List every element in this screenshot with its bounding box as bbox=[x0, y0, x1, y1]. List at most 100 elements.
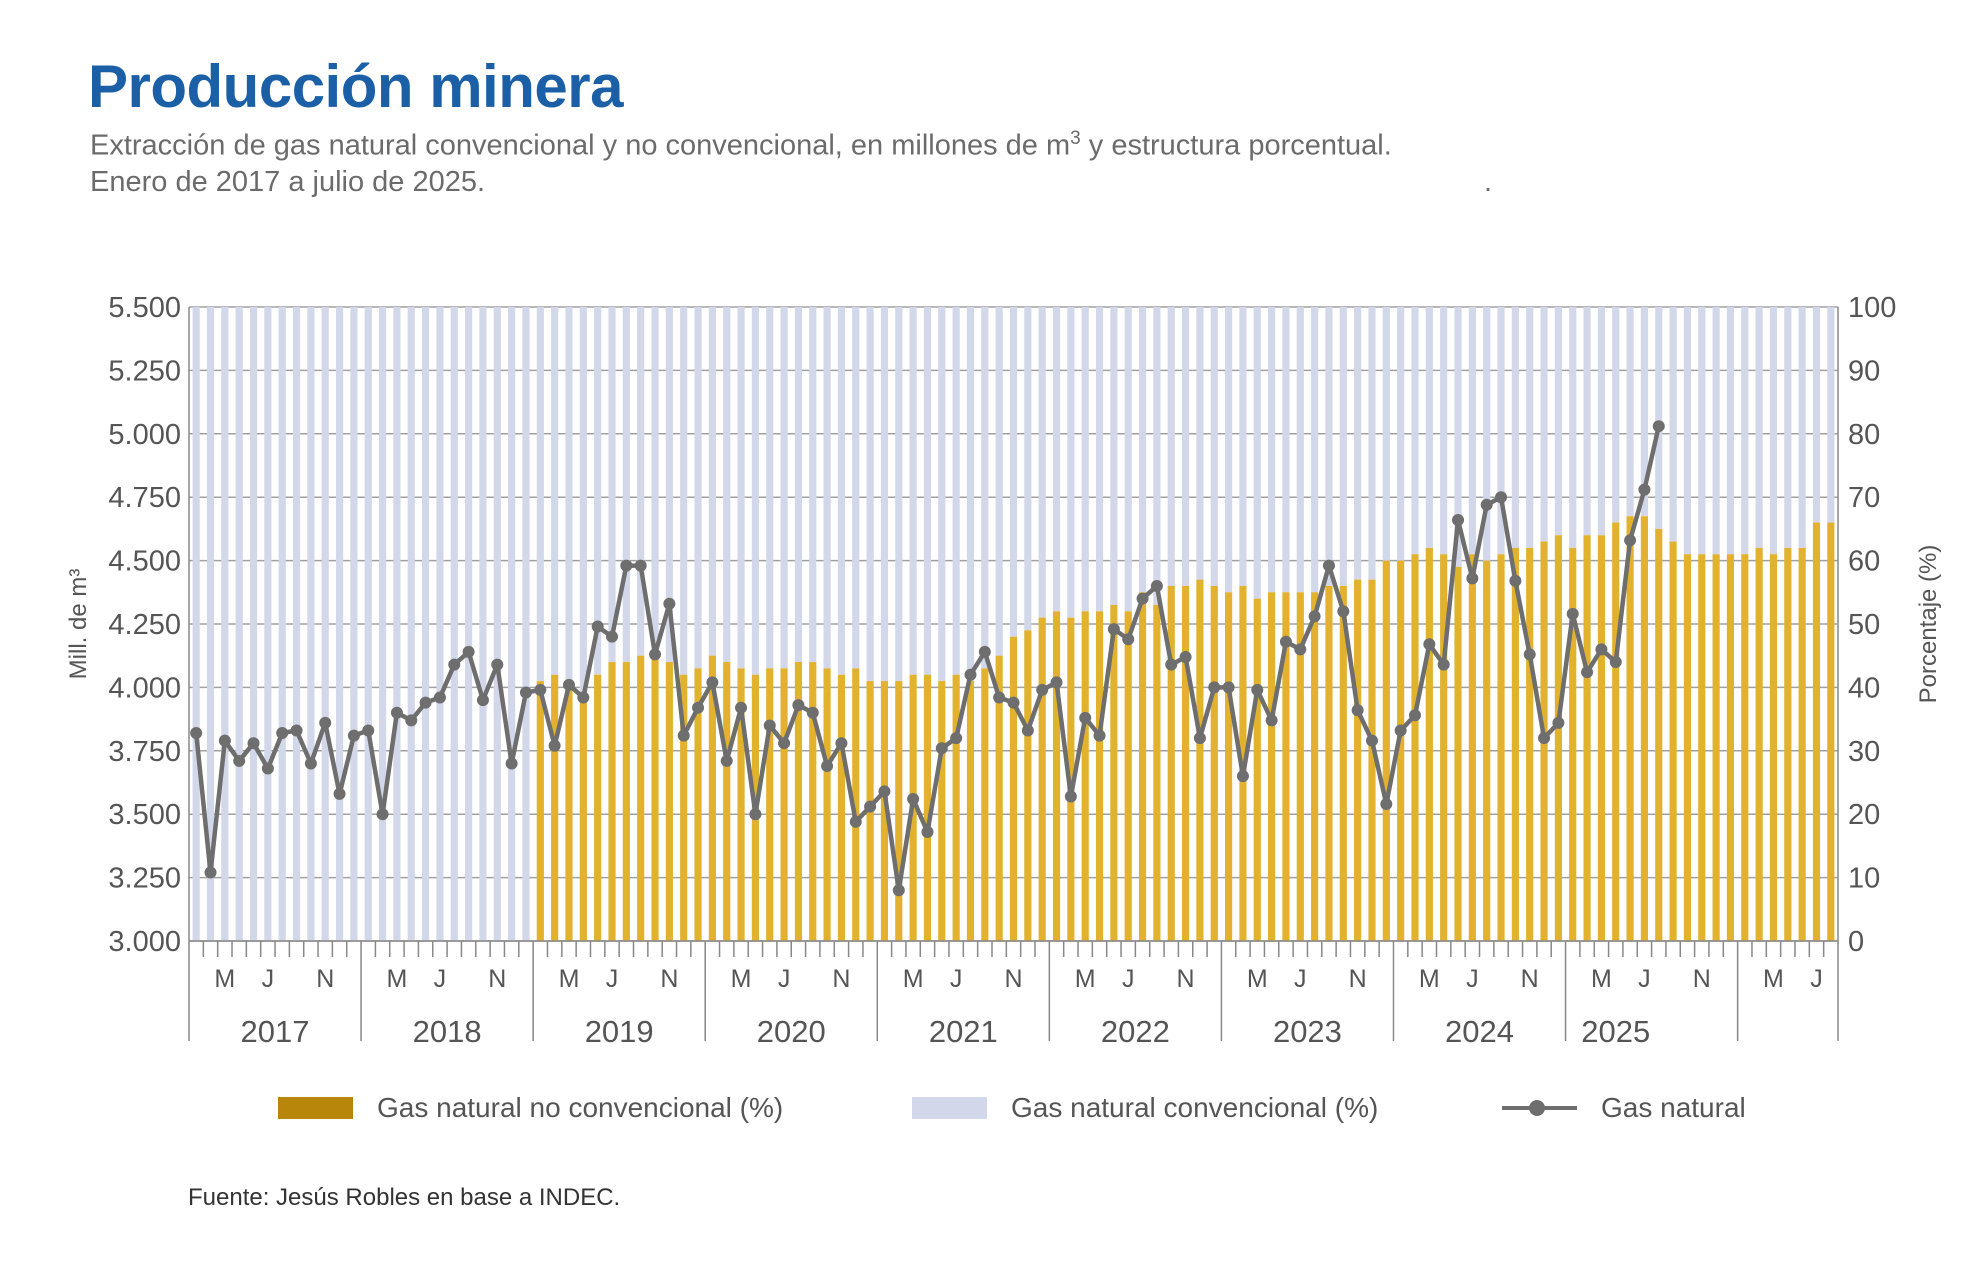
bar-conventional bbox=[292, 307, 301, 941]
y-left-tick-label: 3.000 bbox=[108, 926, 181, 958]
bar-conventional bbox=[1325, 307, 1333, 586]
gas-natural-point bbox=[347, 729, 360, 742]
bar-conventional bbox=[364, 307, 372, 941]
gas-natural-point bbox=[376, 808, 389, 821]
subtitle-text: Extracción de gas natural convencional y… bbox=[90, 129, 1071, 162]
y-right-tick-label: 40 bbox=[1848, 672, 1880, 704]
bar-unconventional bbox=[1511, 547, 1519, 941]
bar-conventional bbox=[708, 307, 716, 656]
subtitle-superscript: 3 bbox=[1070, 128, 1081, 149]
bar-conventional bbox=[1812, 307, 1821, 523]
gas-natural-point bbox=[519, 686, 532, 699]
bar-unconventional bbox=[579, 693, 587, 941]
gas-natural-line-series bbox=[190, 420, 1665, 897]
bar-conventional bbox=[780, 307, 788, 669]
gas-natural-point bbox=[433, 691, 446, 704]
month-tick-label: N bbox=[1693, 965, 1711, 993]
bar-conventional bbox=[551, 307, 559, 675]
bar-unconventional bbox=[536, 681, 544, 941]
gas-natural-point bbox=[1136, 592, 1149, 605]
month-tick-label: M bbox=[214, 965, 235, 993]
gas-natural-point bbox=[1050, 676, 1063, 689]
bar-conventional bbox=[1583, 307, 1591, 536]
gas-natural-point bbox=[1021, 724, 1034, 737]
month-tick-label: N bbox=[660, 965, 678, 993]
gas-natural-point bbox=[362, 724, 375, 737]
bar-conventional bbox=[1311, 307, 1319, 593]
bar-unconventional bbox=[1282, 592, 1290, 941]
y-left-tick-label: 3.500 bbox=[108, 799, 181, 831]
gas-natural-point bbox=[1036, 683, 1049, 696]
month-tick-label: N bbox=[488, 965, 506, 993]
bar-unconventional bbox=[895, 681, 903, 941]
bar-conventional bbox=[206, 307, 215, 941]
gas-natural-point bbox=[935, 742, 948, 755]
bar-unconventional bbox=[1153, 604, 1161, 941]
axes bbox=[188, 307, 1839, 1041]
year-label: 2023 bbox=[1273, 1014, 1342, 1049]
legend-line-marker-icon bbox=[1502, 1097, 1577, 1119]
bar-conventional bbox=[1167, 307, 1175, 586]
chart-subtitle-line-2: Enero de 2017 a julio de 2025.. bbox=[90, 166, 1492, 199]
y-right-axis-title: Porcentaje (%) bbox=[1915, 545, 1942, 704]
bar-unconventional bbox=[1612, 522, 1620, 941]
bar-unconventional bbox=[680, 674, 688, 941]
bar-unconventional bbox=[637, 655, 645, 941]
bar-unconventional bbox=[1110, 604, 1118, 941]
bar-conventional bbox=[923, 307, 932, 675]
gas-natural-point bbox=[1279, 635, 1292, 648]
bar-unconventional bbox=[1655, 528, 1663, 941]
gas-natural-point bbox=[677, 729, 690, 742]
bar-unconventional bbox=[1784, 547, 1792, 941]
bar-conventional bbox=[278, 307, 286, 941]
bar-unconventional bbox=[694, 668, 702, 941]
bar-unconventional bbox=[966, 681, 975, 941]
bar-conventional bbox=[1597, 307, 1605, 536]
gas-natural-point bbox=[1652, 420, 1665, 433]
gas-natural-point bbox=[333, 787, 346, 800]
gas-natural-point bbox=[591, 620, 604, 633]
y-right-tick-label: 20 bbox=[1848, 799, 1880, 831]
bar-unconventional bbox=[1741, 554, 1749, 941]
bar-conventional bbox=[1526, 307, 1534, 548]
chart-subtitle-line-1: Extracción de gas natural convencional y… bbox=[90, 128, 1392, 163]
bar-conventional bbox=[1038, 307, 1046, 618]
gas-natural-point bbox=[1064, 790, 1077, 803]
gas-natural-point bbox=[1093, 729, 1106, 742]
gas-natural-point bbox=[634, 559, 647, 572]
bar-conventional bbox=[1798, 307, 1806, 548]
bar-conventional bbox=[1095, 307, 1104, 612]
chart-svg: 3.000 3.250 3.500 3.750 4.000 4.250 4.500 4.750… bbox=[65, 292, 1942, 1049]
bar-unconventional bbox=[794, 662, 802, 941]
gas-natural-point bbox=[405, 714, 418, 727]
month-tick-label: J bbox=[778, 965, 791, 993]
month-tick-label: N bbox=[832, 965, 850, 993]
y-right-tick-label: 0 bbox=[1848, 926, 1864, 958]
bar-conventional bbox=[450, 307, 458, 941]
bar-conventional bbox=[1210, 307, 1218, 586]
bar-conventional bbox=[1153, 307, 1161, 605]
bar-conventional bbox=[966, 307, 975, 682]
bar-conventional bbox=[651, 307, 659, 656]
bar-conventional bbox=[866, 307, 874, 682]
month-tick-label: J bbox=[950, 965, 963, 993]
bar-conventional bbox=[522, 307, 530, 941]
gas-natural-point bbox=[1538, 732, 1551, 745]
month-tick-label: M bbox=[731, 965, 752, 993]
month-tick-label: M bbox=[1591, 965, 1612, 993]
gas-natural-point bbox=[1007, 696, 1020, 709]
gas-natural-point bbox=[1638, 483, 1651, 496]
bar-conventional bbox=[1683, 307, 1692, 555]
bar-unconventional bbox=[1325, 585, 1333, 941]
gas-natural-point bbox=[706, 676, 719, 689]
year-label: 2021 bbox=[929, 1014, 998, 1049]
bar-unconventional bbox=[1583, 535, 1591, 941]
gas-natural-point bbox=[606, 630, 619, 643]
bar-unconventional bbox=[1038, 617, 1046, 941]
year-label: 2020 bbox=[757, 1014, 826, 1049]
bar-unconventional bbox=[1468, 554, 1476, 941]
bar-conventional bbox=[321, 307, 329, 941]
gas-natural-point bbox=[190, 727, 203, 740]
bar-conventional bbox=[1511, 307, 1519, 548]
bar-conventional bbox=[952, 307, 960, 675]
